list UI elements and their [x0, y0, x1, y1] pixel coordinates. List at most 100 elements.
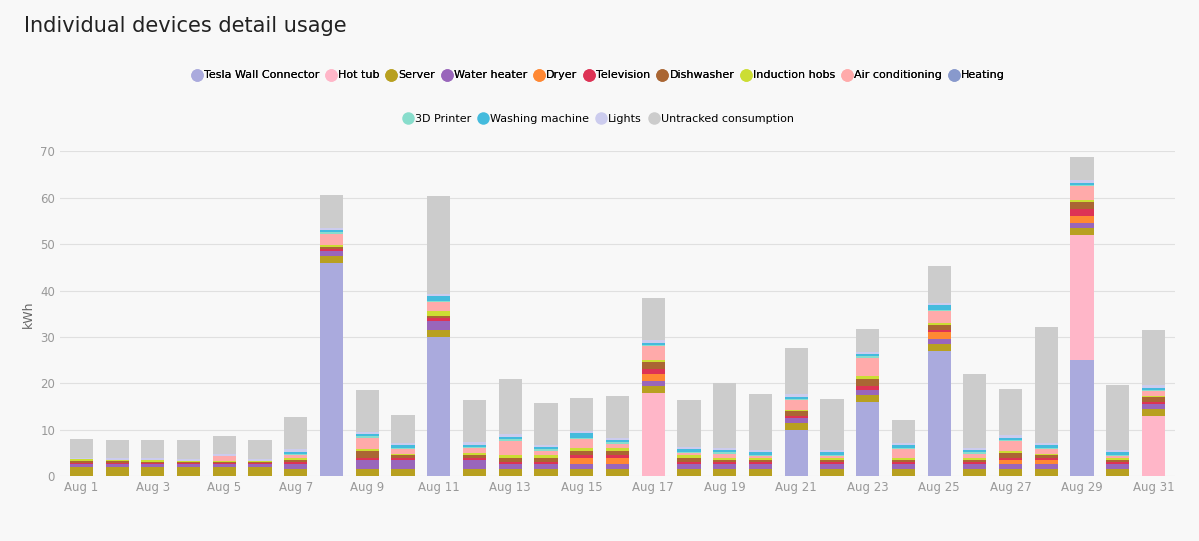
Bar: [892, 448, 915, 449]
Bar: [499, 465, 522, 469]
Bar: [320, 251, 343, 256]
Bar: [1071, 228, 1093, 235]
Bar: [427, 319, 451, 321]
Bar: [1071, 235, 1093, 360]
Bar: [70, 467, 94, 476]
Bar: [1035, 445, 1058, 448]
Bar: [677, 452, 700, 453]
Bar: [641, 370, 664, 374]
Bar: [248, 463, 272, 465]
Bar: [248, 440, 272, 459]
Bar: [284, 455, 307, 458]
Bar: [856, 328, 879, 352]
Bar: [391, 445, 415, 448]
Bar: [499, 439, 522, 441]
Bar: [535, 445, 558, 447]
Bar: [571, 458, 594, 465]
Bar: [784, 411, 808, 416]
Bar: [141, 463, 164, 465]
Bar: [106, 463, 128, 465]
Bar: [999, 389, 1023, 436]
Bar: [749, 458, 772, 460]
Bar: [356, 451, 379, 458]
Bar: [892, 465, 915, 469]
Bar: [70, 461, 94, 463]
Bar: [892, 462, 915, 465]
Bar: [248, 465, 272, 467]
Bar: [391, 458, 415, 460]
Y-axis label: kWh: kWh: [22, 300, 35, 327]
Bar: [535, 465, 558, 469]
Bar: [177, 461, 200, 463]
Bar: [713, 458, 736, 460]
Bar: [70, 465, 94, 467]
Bar: [463, 442, 486, 445]
Bar: [106, 440, 128, 458]
Bar: [784, 397, 808, 399]
Bar: [1071, 202, 1093, 209]
Bar: [463, 455, 486, 458]
Bar: [1141, 409, 1165, 416]
Bar: [677, 469, 700, 476]
Bar: [892, 449, 915, 458]
Bar: [356, 469, 379, 476]
Bar: [784, 416, 808, 418]
Bar: [427, 301, 451, 302]
Bar: [1141, 391, 1165, 396]
Bar: [571, 451, 594, 455]
Bar: [820, 460, 844, 462]
Bar: [605, 455, 629, 458]
Bar: [963, 462, 987, 465]
Bar: [1107, 462, 1129, 465]
Bar: [1141, 404, 1165, 409]
Bar: [605, 444, 629, 448]
Bar: [499, 462, 522, 465]
Bar: [784, 394, 808, 397]
Bar: [605, 469, 629, 476]
Bar: [356, 432, 379, 434]
Bar: [499, 379, 522, 434]
Bar: [892, 420, 915, 443]
Bar: [284, 454, 307, 455]
Bar: [1035, 465, 1058, 469]
Bar: [963, 469, 987, 476]
Bar: [1141, 329, 1165, 385]
Bar: [320, 230, 343, 232]
Bar: [856, 352, 879, 354]
Bar: [284, 465, 307, 469]
Bar: [1035, 443, 1058, 445]
Bar: [1035, 458, 1058, 460]
Bar: [1107, 469, 1129, 476]
Bar: [820, 455, 844, 456]
Bar: [713, 448, 736, 450]
Bar: [391, 455, 415, 458]
Bar: [1141, 396, 1165, 397]
Bar: [284, 462, 307, 465]
Bar: [963, 448, 987, 450]
Bar: [427, 316, 451, 319]
Bar: [284, 460, 307, 462]
Bar: [1071, 200, 1093, 202]
Bar: [1071, 180, 1093, 182]
Bar: [605, 440, 629, 442]
Bar: [820, 399, 844, 450]
Bar: [999, 436, 1023, 438]
Bar: [427, 330, 451, 337]
Bar: [749, 452, 772, 455]
Bar: [212, 465, 236, 467]
Bar: [463, 447, 486, 448]
Bar: [963, 452, 987, 454]
Bar: [784, 348, 808, 394]
Bar: [320, 234, 343, 245]
Bar: [999, 453, 1023, 458]
Bar: [284, 452, 307, 454]
Bar: [1107, 452, 1129, 455]
Bar: [677, 400, 700, 447]
Bar: [571, 448, 594, 451]
Bar: [356, 460, 379, 469]
Bar: [856, 379, 879, 386]
Bar: [928, 323, 951, 325]
Bar: [677, 447, 700, 449]
Bar: [320, 263, 343, 476]
Bar: [784, 423, 808, 430]
